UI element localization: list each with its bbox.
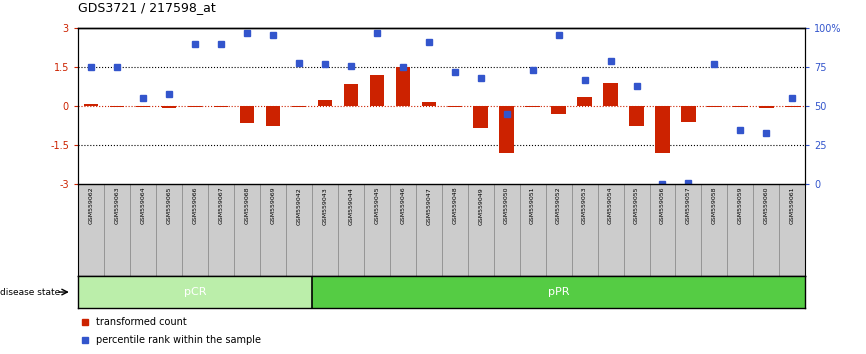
Text: percentile rank within the sample: percentile rank within the sample	[96, 335, 262, 345]
Bar	[727, 184, 753, 276]
Bar	[234, 184, 260, 276]
Bar	[182, 184, 208, 276]
Bar	[390, 184, 416, 276]
Text: GSM559042: GSM559042	[296, 187, 301, 224]
Text: pCR: pCR	[184, 287, 206, 297]
Bar	[396, 67, 410, 106]
Bar	[422, 102, 436, 106]
Bar	[364, 184, 390, 276]
Bar	[526, 106, 540, 108]
Bar	[110, 106, 124, 108]
Bar	[136, 106, 150, 108]
Text: GSM559044: GSM559044	[348, 187, 353, 224]
Bar	[84, 104, 98, 106]
Bar	[708, 106, 721, 108]
Text: GSM559063: GSM559063	[114, 187, 120, 224]
Text: transformed count: transformed count	[96, 317, 187, 327]
Bar	[675, 184, 701, 276]
Bar	[701, 184, 727, 276]
Bar	[260, 184, 286, 276]
Text: GDS3721 / 217598_at: GDS3721 / 217598_at	[78, 1, 216, 14]
Bar	[448, 106, 462, 108]
Text: GSM559055: GSM559055	[634, 187, 639, 224]
Bar	[572, 184, 598, 276]
Text: GSM559052: GSM559052	[556, 187, 561, 224]
Bar	[598, 184, 624, 276]
Bar	[500, 106, 514, 153]
Bar	[78, 184, 104, 276]
Text: GSM559047: GSM559047	[426, 187, 431, 224]
Bar	[734, 106, 747, 108]
Bar	[130, 184, 156, 276]
Bar	[104, 184, 130, 276]
Text: GSM559066: GSM559066	[192, 187, 197, 224]
Bar	[266, 106, 280, 126]
Bar	[208, 184, 234, 276]
Text: GSM559049: GSM559049	[478, 187, 483, 224]
Bar	[650, 184, 675, 276]
Text: GSM559069: GSM559069	[270, 187, 275, 224]
Bar	[624, 184, 650, 276]
Text: GSM559048: GSM559048	[452, 187, 457, 224]
Bar	[416, 184, 442, 276]
Text: pPR: pPR	[548, 287, 569, 297]
Bar	[785, 106, 799, 108]
Bar	[468, 184, 494, 276]
Bar	[552, 106, 565, 114]
Text: GSM559062: GSM559062	[88, 187, 94, 224]
Bar	[240, 106, 254, 123]
Bar	[578, 97, 591, 106]
Bar	[312, 184, 338, 276]
Bar	[78, 276, 312, 308]
Bar	[759, 106, 773, 108]
Text: GSM559045: GSM559045	[374, 187, 379, 224]
Bar	[494, 184, 520, 276]
Bar	[546, 184, 572, 276]
Bar	[474, 106, 488, 128]
Bar	[682, 106, 695, 122]
Text: GSM559060: GSM559060	[764, 187, 769, 224]
Bar	[318, 101, 332, 106]
Text: GSM559067: GSM559067	[218, 187, 223, 224]
Bar	[779, 184, 805, 276]
Bar	[338, 184, 364, 276]
Bar	[214, 106, 228, 108]
Bar	[188, 106, 202, 108]
Text: GSM559059: GSM559059	[738, 187, 743, 224]
Text: GSM559051: GSM559051	[530, 187, 535, 224]
Bar	[370, 75, 384, 106]
Bar	[292, 106, 306, 108]
Bar	[604, 83, 617, 106]
Text: GSM559064: GSM559064	[140, 187, 145, 224]
Text: GSM559057: GSM559057	[686, 187, 691, 224]
Bar	[156, 184, 182, 276]
Text: GSM559050: GSM559050	[504, 187, 509, 224]
Text: GSM559056: GSM559056	[660, 187, 665, 224]
Text: GSM559053: GSM559053	[582, 187, 587, 224]
Text: GSM559054: GSM559054	[608, 187, 613, 224]
Bar	[656, 106, 669, 153]
Text: GSM559061: GSM559061	[790, 187, 795, 224]
Text: GSM559058: GSM559058	[712, 187, 717, 224]
Bar	[442, 184, 468, 276]
Text: GSM559068: GSM559068	[244, 187, 249, 224]
Bar	[286, 184, 312, 276]
Text: disease state: disease state	[0, 287, 61, 297]
Bar	[344, 84, 358, 106]
Bar	[162, 106, 176, 108]
Text: GSM559043: GSM559043	[322, 187, 327, 224]
Bar	[753, 184, 779, 276]
Bar	[520, 184, 546, 276]
Bar	[630, 106, 643, 126]
Text: GSM559046: GSM559046	[400, 187, 405, 224]
Text: GSM559065: GSM559065	[166, 187, 171, 224]
Bar	[312, 276, 805, 308]
